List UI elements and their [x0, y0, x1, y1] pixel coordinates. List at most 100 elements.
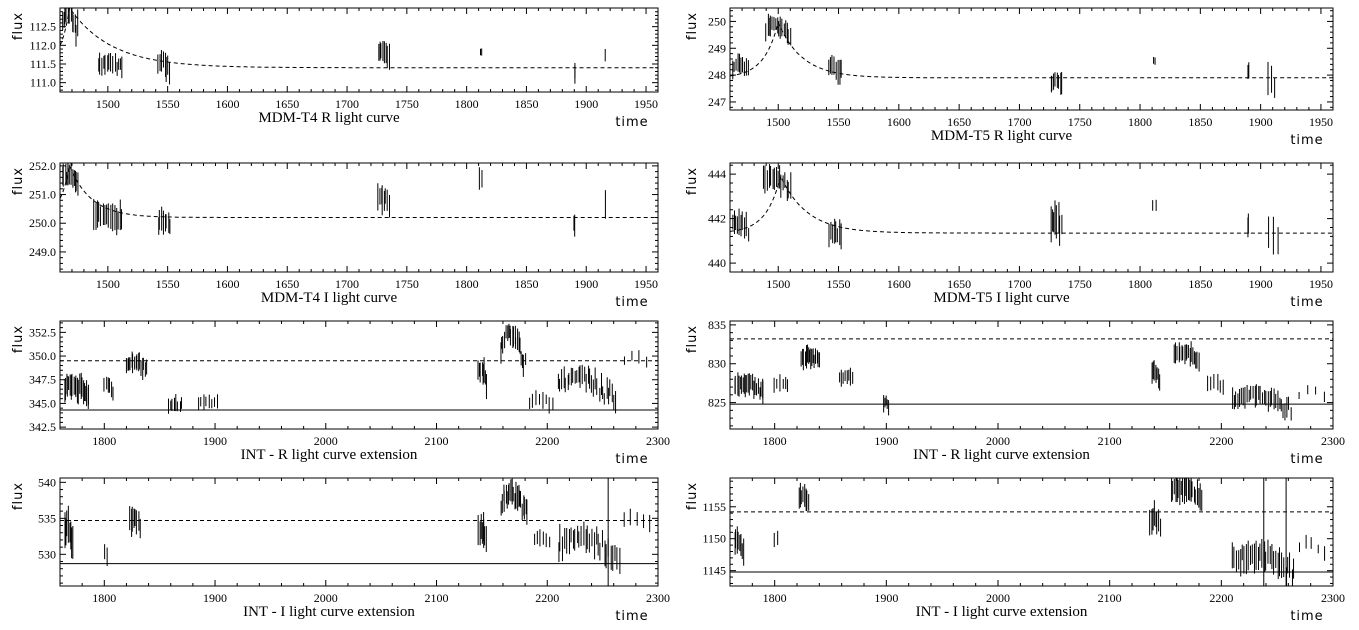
x-axis-label: time	[1290, 133, 1323, 148]
x-tick-label: 1700	[335, 97, 359, 111]
y-tick-label: 249.0	[29, 245, 56, 259]
x-axis-label: time	[1290, 452, 1323, 467]
x-tick-label: 1800	[763, 591, 787, 605]
x-axis-label: time	[615, 452, 648, 467]
panel-1: 1500 1550 1600 1650 1700 1750 1800 1850 1900 1950…	[11, 7, 659, 130]
x-tick-label: 1800	[92, 434, 116, 448]
plot-area	[60, 323, 658, 414]
x-tick-label: 1750	[1068, 115, 1092, 129]
x-tick-label: 2200	[1209, 591, 1233, 605]
y-axis-label: flux	[11, 325, 26, 353]
y-tick-label: 342.5	[29, 420, 56, 434]
y-tick-label: 252.0	[29, 159, 56, 173]
x-tick-label: 1650	[275, 97, 299, 111]
y-tick-label: 540	[38, 475, 56, 489]
x-tick-label: 1550	[156, 277, 180, 291]
panel-4: 1500 1550 1600 1650 1700 1750 1800 1850 1900 1950…	[685, 162, 1334, 310]
plot-area	[60, 163, 658, 237]
model-curve-dashed	[60, 8, 658, 69]
y-tick-label: 250	[708, 14, 726, 28]
x-tick-label: 1900	[1249, 115, 1273, 129]
x-tick-label: 1900	[203, 434, 227, 448]
y-axis-label: flux	[11, 12, 26, 40]
model-curve-dashed	[730, 174, 1333, 234]
y-axis-label: flux	[685, 325, 700, 353]
x-tick-label: 1900	[1249, 277, 1273, 291]
y-tick-label: 535	[38, 511, 56, 525]
panel-7: 1800 1900 2000 2100 2200 2300 530 535 540 flux tim…	[11, 475, 670, 624]
y-tick-label: 1150	[702, 532, 726, 546]
x-tick-label: 1850	[1188, 115, 1212, 129]
y-axis-label: flux	[11, 167, 26, 195]
plot-frame	[729, 320, 1334, 430]
y-tick-label: 111.5	[30, 57, 56, 71]
model-curve-dashed	[730, 21, 1333, 79]
x-tick-label: 1550	[827, 277, 851, 291]
x-tick-label: 1800	[1128, 277, 1152, 291]
y-tick-label: 347.5	[29, 373, 56, 387]
y-tick-label: 825	[708, 396, 726, 410]
y-tick-label: 350.0	[29, 349, 56, 363]
y-tick-label: 247	[708, 95, 726, 109]
x-tick-label: 1500	[96, 277, 120, 291]
x-tick-label: 1650	[947, 277, 971, 291]
x-tick-label: 2100	[425, 591, 449, 605]
x-tick-label: 1700	[335, 277, 359, 291]
plot-area	[730, 478, 1333, 586]
x-axis-label: time	[615, 609, 648, 624]
x-tick-label: 1700	[1007, 277, 1031, 291]
x-tick-label: 1900	[874, 434, 898, 448]
x-tick-label: 2200	[535, 434, 559, 448]
y-tick-label: 249	[708, 41, 726, 55]
x-axis-label: time	[615, 295, 648, 310]
x-tick-label: 1950	[634, 277, 658, 291]
x-tick-label: 2100	[1098, 434, 1122, 448]
x-tick-label: 1550	[827, 115, 851, 129]
x-tick-label: 1950	[1309, 277, 1333, 291]
x-tick-label: 2200	[535, 591, 559, 605]
y-tick-label: 345.0	[29, 396, 56, 410]
y-tick-label: 830	[708, 357, 726, 371]
x-tick-label: 1550	[156, 97, 180, 111]
x-tick-label: 1850	[1188, 277, 1212, 291]
y-tick-label: 112.0	[29, 38, 56, 52]
x-tick-label: 2100	[1098, 591, 1122, 605]
x-tick-label: 1700	[1007, 115, 1031, 129]
y-tick-label: 1155	[702, 500, 726, 514]
panel-title: MDM-T5 R light curve	[931, 128, 1073, 144]
panel-title: MDM-T4 R light curve	[258, 110, 400, 126]
x-tick-label: 1800	[763, 434, 787, 448]
x-tick-label: 2300	[1321, 591, 1345, 605]
y-tick-label: 248	[708, 68, 726, 82]
panel-2: 1500 1550 1600 1650 1700 1750 1800 1850 1900 1950…	[685, 7, 1334, 148]
x-tick-label: 1800	[92, 591, 116, 605]
y-axis-label: flux	[685, 167, 700, 195]
x-tick-label: 1750	[1068, 277, 1092, 291]
x-tick-label: 1900	[574, 97, 598, 111]
y-tick-label: 530	[38, 547, 56, 561]
plot-frame	[729, 7, 1334, 111]
y-tick-label: 112.5	[29, 20, 56, 34]
plot-area	[730, 338, 1333, 421]
plot-area	[60, 8, 658, 85]
x-tick-label: 1600	[887, 115, 911, 129]
y-tick-label: 444	[708, 167, 726, 181]
panel-8: 1800 1900 2000 2100 2200 2300 1145 1150 1155flux…	[685, 477, 1345, 624]
x-tick-label: 1650	[947, 115, 971, 129]
y-tick-label: 1145	[702, 564, 726, 578]
x-axis-label: time	[615, 115, 648, 130]
x-tick-label: 1850	[514, 277, 538, 291]
panel-3: 1500 1550 1600 1650 1700 1750 1800 1850 1900 1950…	[11, 159, 659, 310]
y-tick-label: 352.5	[29, 325, 56, 339]
x-tick-label: 2000	[986, 591, 1010, 605]
x-tick-label: 1900	[874, 591, 898, 605]
plot-frame	[59, 7, 659, 93]
x-tick-label: 1500	[96, 97, 120, 111]
y-tick-label: 440	[708, 256, 726, 270]
x-tick-label: 2300	[646, 434, 670, 448]
y-axis-label: flux	[11, 482, 26, 510]
y-tick-label: 835	[708, 318, 726, 332]
panel-5: 1800 1900 2000 2100 2200 2300 342.5 345.0 347.5 3…	[11, 320, 670, 467]
plot-frame	[729, 162, 1334, 273]
